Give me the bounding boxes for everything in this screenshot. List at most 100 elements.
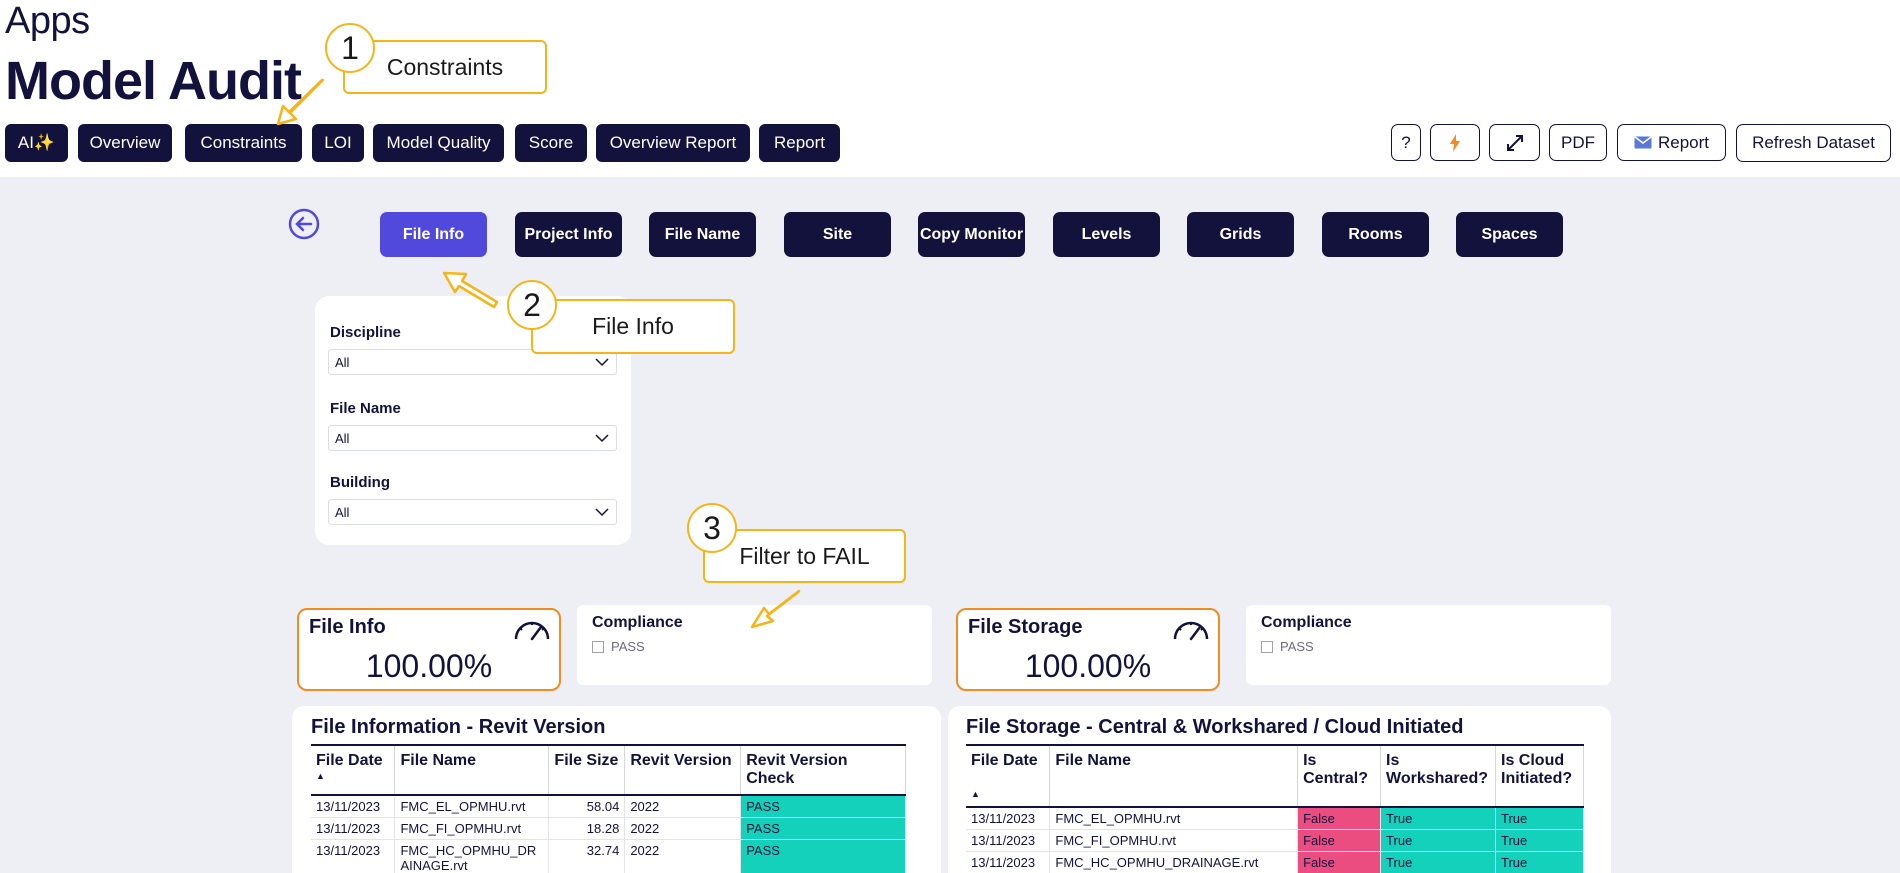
- cell: 2022: [624, 795, 742, 818]
- cell: FMC_FI_OPMHU.rvt: [394, 817, 550, 840]
- tab-file-info[interactable]: File Info: [380, 212, 487, 257]
- tab-file-name[interactable]: File Name: [649, 212, 756, 257]
- cell: 13/11/2023: [311, 795, 396, 818]
- cell: 2022: [624, 839, 742, 873]
- cell: 13/11/2023: [966, 851, 1051, 873]
- column-header[interactable]: File Name: [1049, 745, 1299, 807]
- checkbox[interactable]: [592, 640, 604, 653]
- report-label: Report: [1657, 132, 1710, 152]
- cell: FMC_HC_OPMHU_DRAINAGE.rvt: [394, 839, 550, 873]
- table-row: 13/11/2023 FMC_EL_OPMHU.rvt False True T…: [966, 807, 1584, 830]
- flash-button[interactable]: [1430, 124, 1480, 161]
- compliance-filter-card: Compliance PASS: [1246, 605, 1611, 685]
- kpi-title: File Info: [309, 616, 386, 638]
- kpi-value: 100.00%: [1024, 648, 1152, 684]
- expand-icon: [1506, 134, 1523, 151]
- kpi-value: 100.00%: [365, 648, 493, 684]
- back-arrow-icon[interactable]: [288, 208, 320, 240]
- building-select[interactable]: All: [328, 499, 617, 525]
- sort-asc-icon: ▲: [316, 771, 325, 781]
- callout-number-1: 1: [325, 23, 375, 73]
- status-cell: True: [1380, 851, 1497, 873]
- table-header-row: File Date ▲ File Name File Size Revit Ver…: [311, 745, 906, 795]
- column-header[interactable]: Is Central?: [1297, 745, 1382, 807]
- table-row: 13/11/2023 FMC_FI_OPMHU.rvt 18.28 2022 P…: [311, 817, 906, 840]
- discipline-select[interactable]: All: [328, 349, 617, 375]
- email-icon: [1634, 136, 1652, 149]
- column-header[interactable]: Revit Version Check: [740, 745, 906, 795]
- compliance-pass-option[interactable]: PASS: [592, 639, 645, 654]
- column-header[interactable]: Revit Version: [624, 745, 742, 795]
- column-header[interactable]: Is Workshared?: [1380, 745, 1497, 807]
- tab-spaces[interactable]: Spaces: [1456, 212, 1563, 257]
- email-report-button[interactable]: Report: [1617, 124, 1726, 161]
- pdf-button[interactable]: PDF: [1549, 124, 1607, 161]
- nav-model-quality-button[interactable]: Model Quality: [373, 124, 504, 162]
- tab-levels[interactable]: Levels: [1053, 212, 1160, 257]
- chevron-down-icon: [595, 358, 609, 367]
- column-header[interactable]: File Name: [394, 745, 550, 795]
- table-row: 13/11/2023 FMC_HC_OPMHU_DRAINAGE.rvt Fal…: [966, 851, 1584, 873]
- callout-constraints: Constraints: [343, 40, 547, 94]
- compliance-option-label: PASS: [1280, 639, 1314, 654]
- column-header[interactable]: File Size: [548, 745, 626, 795]
- nav-constraints-button[interactable]: Constraints: [185, 124, 302, 162]
- app-header: Apps Model Audit AI✨ Overview Constraint…: [0, 0, 1900, 177]
- column-header[interactable]: Is Cloud Initiated?: [1495, 745, 1584, 807]
- nav-loi-button[interactable]: LOI: [312, 124, 364, 162]
- building-label: Building: [330, 474, 390, 491]
- status-cell: False: [1297, 851, 1382, 873]
- compliance-pass-option[interactable]: PASS: [1261, 639, 1314, 654]
- cell: 18.28: [548, 817, 626, 840]
- table-header-row: File Date ▲ File Name Is Central? Is Work…: [966, 745, 1584, 807]
- status-cell: True: [1495, 807, 1584, 830]
- cell: 2022: [624, 817, 742, 840]
- status-cell: True: [1495, 851, 1584, 873]
- file-info-kpi-card: File Info 100.00%: [297, 608, 561, 691]
- compliance-title: Compliance: [1261, 614, 1352, 631]
- discipline-value: All: [335, 354, 350, 370]
- status-cell: PASS: [740, 817, 906, 840]
- status-cell: PASS: [740, 839, 906, 873]
- column-header[interactable]: File Date ▲: [311, 745, 396, 795]
- nav-score-button[interactable]: Score: [515, 124, 587, 162]
- building-value: All: [335, 504, 350, 520]
- pdf-label: PDF: [1561, 132, 1595, 152]
- chevron-down-icon: [595, 434, 609, 443]
- table-row: 13/11/2023 FMC_FI_OPMHU.rvt False True T…: [966, 829, 1584, 852]
- callout-number-3: 3: [687, 503, 737, 553]
- tab-site[interactable]: Site: [784, 212, 891, 257]
- file-name-value: All: [335, 430, 350, 446]
- kpi-title: File Storage: [968, 616, 1083, 638]
- status-cell: False: [1297, 807, 1382, 830]
- tab-project-info[interactable]: Project Info: [515, 212, 622, 257]
- column-header[interactable]: File Date ▲: [966, 745, 1051, 807]
- help-label: ?: [1401, 132, 1411, 152]
- sort-asc-icon: ▲: [971, 789, 980, 799]
- help-button[interactable]: ?: [1391, 124, 1421, 161]
- checkbox[interactable]: [1261, 640, 1273, 653]
- cell: 32.74: [548, 839, 626, 873]
- status-cell: PASS: [740, 795, 906, 818]
- tab-rooms[interactable]: Rooms: [1322, 212, 1429, 257]
- tab-copy-monitor[interactable]: Copy Monitor: [918, 212, 1025, 257]
- lightning-icon: [1450, 133, 1460, 152]
- tab-grids[interactable]: Grids: [1187, 212, 1294, 257]
- cell: FMC_EL_OPMHU.rvt: [1049, 807, 1299, 830]
- file-name-select[interactable]: All: [328, 425, 617, 451]
- cell: FMC_HC_OPMHU_DRAINAGE.rvt: [1049, 851, 1299, 873]
- table-row: 13/11/2023 FMC_HC_OPMHU_DRAINAGE.rvt 32.…: [311, 839, 906, 873]
- nav-overview-report-button[interactable]: Overview Report: [596, 124, 750, 162]
- apps-label: Apps: [5, 0, 90, 42]
- refresh-label: Refresh Dataset: [1752, 133, 1875, 152]
- revit-version-table: File Date ▲ File Name File Size Revit Ver…: [311, 744, 906, 873]
- expand-button[interactable]: [1489, 124, 1540, 161]
- cell: FMC_FI_OPMHU.rvt: [1049, 829, 1299, 852]
- refresh-dataset-button[interactable]: Refresh Dataset: [1736, 124, 1891, 162]
- nav-overview-button[interactable]: Overview: [78, 124, 172, 162]
- nav-report-button[interactable]: Report: [759, 124, 840, 162]
- table-title: File Information - Revit Version: [311, 716, 606, 738]
- status-cell: True: [1380, 807, 1497, 830]
- cell: 13/11/2023: [311, 839, 396, 873]
- nav-ai-button[interactable]: AI✨: [5, 124, 68, 162]
